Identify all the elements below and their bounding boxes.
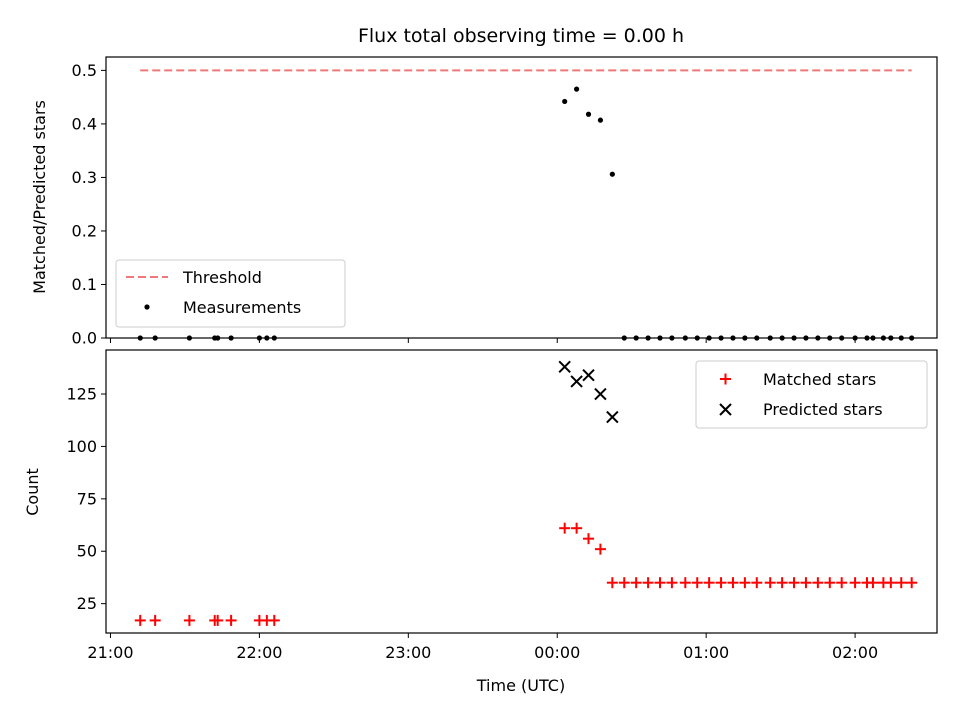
bottom-x-ticks: 21:00 22:00 23:00 00:00 01:00 02:00: [87, 633, 878, 662]
bottom-legend: Matched stars Predicted stars: [695, 360, 928, 429]
y-tick-label: 0.2: [72, 221, 97, 240]
matched-star-point: [885, 577, 897, 589]
legend-threshold-label: Threshold: [182, 268, 262, 287]
matched-star-point: [800, 577, 812, 589]
measurement-point: [574, 86, 580, 92]
matched-star-point: [703, 577, 715, 589]
matched-star-point: [836, 577, 848, 589]
measurement-point: [609, 171, 615, 177]
predicted-star-point: [570, 375, 583, 388]
measurement-point: [597, 117, 604, 123]
matched-star-point: [606, 577, 618, 589]
top-x-ticks: [109, 338, 856, 343]
top-panel: 0.0 0.1 0.2 0.3 0.4 0.5 Matched/Predicted sta…: [30, 56, 938, 348]
bottom-legend-box: [695, 360, 928, 429]
matched-star-point: [642, 577, 654, 589]
y-tick-label: 0.1: [72, 275, 97, 294]
top-y-axis-label: Matched/Predicted stars: [30, 100, 49, 294]
y-tick-label: 125: [66, 385, 97, 404]
matched-star-point: [268, 614, 280, 626]
matched-star-point: [571, 522, 583, 534]
predicted-star-point: [594, 387, 607, 401]
x-tick-label: 00:00: [534, 643, 580, 662]
legend-matched-swatch: [720, 373, 731, 385]
legend-matched-label: Matched stars: [763, 370, 876, 389]
top-legend-box: [115, 259, 346, 328]
legend-predicted-label: Predicted stars: [763, 400, 883, 419]
measurement-point: [585, 111, 592, 117]
predicted-star-point: [606, 410, 619, 424]
legend-measurements-swatch: [144, 304, 150, 310]
matched-star-point: [776, 577, 788, 589]
bottom-marks: [134, 360, 918, 626]
matched-star-point: [895, 577, 907, 589]
matched-star-point: [727, 577, 739, 589]
bottom-y-axis-label: Count: [23, 468, 42, 516]
legend-measurements-label: Measurements: [183, 298, 301, 317]
legend-predicted-swatch: [719, 403, 732, 416]
y-tick-label: 50: [77, 542, 97, 561]
x-tick-label: 21:00: [87, 643, 133, 662]
matched-star-point: [583, 533, 595, 545]
x-tick-label: 02:00: [832, 643, 878, 662]
measurement-point: [562, 98, 568, 105]
x-tick-label: 01:00: [683, 643, 729, 662]
matched-star-point: [764, 577, 776, 589]
top-y-ticks: 0.0 0.1 0.2 0.3 0.4 0.5: [72, 61, 106, 348]
matched-star-point: [630, 577, 642, 589]
top-legend: Threshold Measurements: [115, 259, 346, 328]
x-tick-label: 22:00: [236, 643, 282, 662]
y-tick-label: 0.4: [72, 114, 97, 133]
y-tick-label: 25: [77, 594, 97, 613]
top-plot-frame: [105, 56, 938, 339]
x-axis-label: Time (UTC): [476, 676, 565, 695]
matched-star-point: [559, 522, 571, 534]
matched-star-point: [812, 577, 824, 589]
matched-star-point: [751, 577, 763, 589]
matched-star-point: [867, 577, 879, 589]
matched-star-point: [849, 577, 861, 589]
x-tick-label: 23:00: [385, 643, 431, 662]
matched-star-point: [654, 577, 666, 589]
predicted-star-point: [558, 360, 571, 373]
matched-star-point: [183, 614, 195, 626]
matched-star-point: [618, 577, 630, 589]
matched-star-point: [739, 577, 751, 589]
y-tick-label: 0.3: [72, 168, 97, 187]
matched-star-point: [715, 577, 727, 589]
matched-star-point: [225, 614, 237, 626]
matched-star-point: [212, 614, 224, 626]
y-tick-label: 0.0: [72, 329, 97, 348]
predicted-star-point: [582, 368, 595, 382]
y-tick-label: 75: [77, 489, 97, 508]
y-tick-label: 100: [66, 437, 97, 456]
matched-star-point: [788, 577, 800, 589]
matched-star-point: [134, 614, 146, 626]
matched-star-point: [149, 614, 161, 626]
matched-star-point: [691, 577, 703, 589]
matched-star-point: [666, 577, 678, 589]
matched-star-point: [594, 543, 606, 555]
bottom-plot-frame: [105, 349, 938, 634]
matched-star-point: [906, 577, 918, 589]
matched-star-point: [824, 577, 836, 589]
y-tick-label: 0.5: [72, 61, 97, 80]
bottom-y-ticks: 25 50 75 100 125: [66, 385, 106, 613]
bottom-panel: 25 50 75 100 125 21:00 22:00 23:00 00:00 01:00 02…: [23, 349, 938, 695]
chart-title: Flux total observing time = 0.00 h: [358, 25, 684, 47]
matched-star-point: [679, 577, 691, 589]
